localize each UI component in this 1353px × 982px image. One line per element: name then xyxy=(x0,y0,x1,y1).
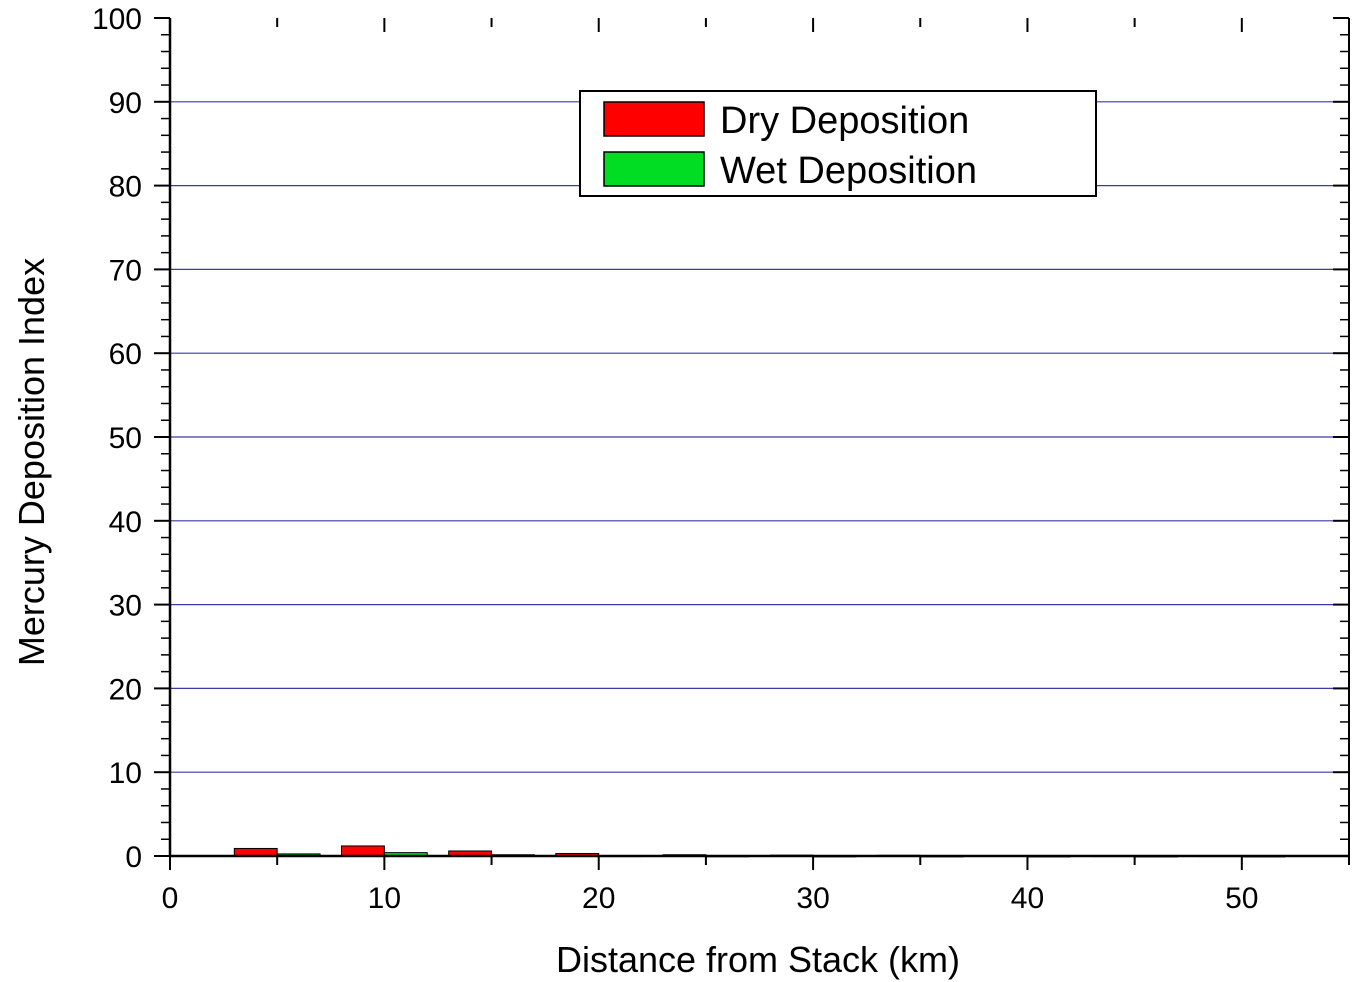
legend: Dry Deposition Wet Deposition xyxy=(579,90,1097,197)
x-tick-label: 30 xyxy=(796,882,829,915)
y-tick-label: 100 xyxy=(92,3,142,36)
legend-label-dry: Dry Deposition xyxy=(720,100,969,142)
y-tick-label: 60 xyxy=(109,338,142,371)
y-tick-label: 0 xyxy=(125,841,142,874)
x-tick-label: 0 xyxy=(162,882,179,915)
y-tick-label: 20 xyxy=(109,673,142,706)
y-tick-label: 50 xyxy=(109,422,142,455)
y-tick-label: 30 xyxy=(109,590,142,623)
bar-dry xyxy=(340,845,385,857)
legend-label-wet: Wet Deposition xyxy=(720,150,977,192)
y-tick-label: 10 xyxy=(109,757,142,790)
y-axis-title: Mercury Deposition Index xyxy=(11,258,52,666)
x-tick-label: 20 xyxy=(582,882,615,915)
axes xyxy=(154,17,1350,870)
tick-labels: 0 10 20 30 40 50 60 70 80 90 100 0 10 20 30 40 50 xyxy=(92,3,1259,915)
legend-swatch-wet xyxy=(603,151,705,187)
x-tick-label: 40 xyxy=(1011,882,1044,915)
y-tick-label: 40 xyxy=(109,506,142,539)
y-tick-label: 70 xyxy=(109,254,142,287)
y-tick-label: 90 xyxy=(109,87,142,120)
legend-swatch-dry xyxy=(603,101,705,137)
grid-lines xyxy=(170,101,1349,773)
x-tick-label: 10 xyxy=(368,882,401,915)
x-tick-label: 50 xyxy=(1225,882,1258,915)
y-tick-label: 80 xyxy=(109,171,142,204)
x-axis-title: Distance from Stack (km) xyxy=(556,939,960,980)
